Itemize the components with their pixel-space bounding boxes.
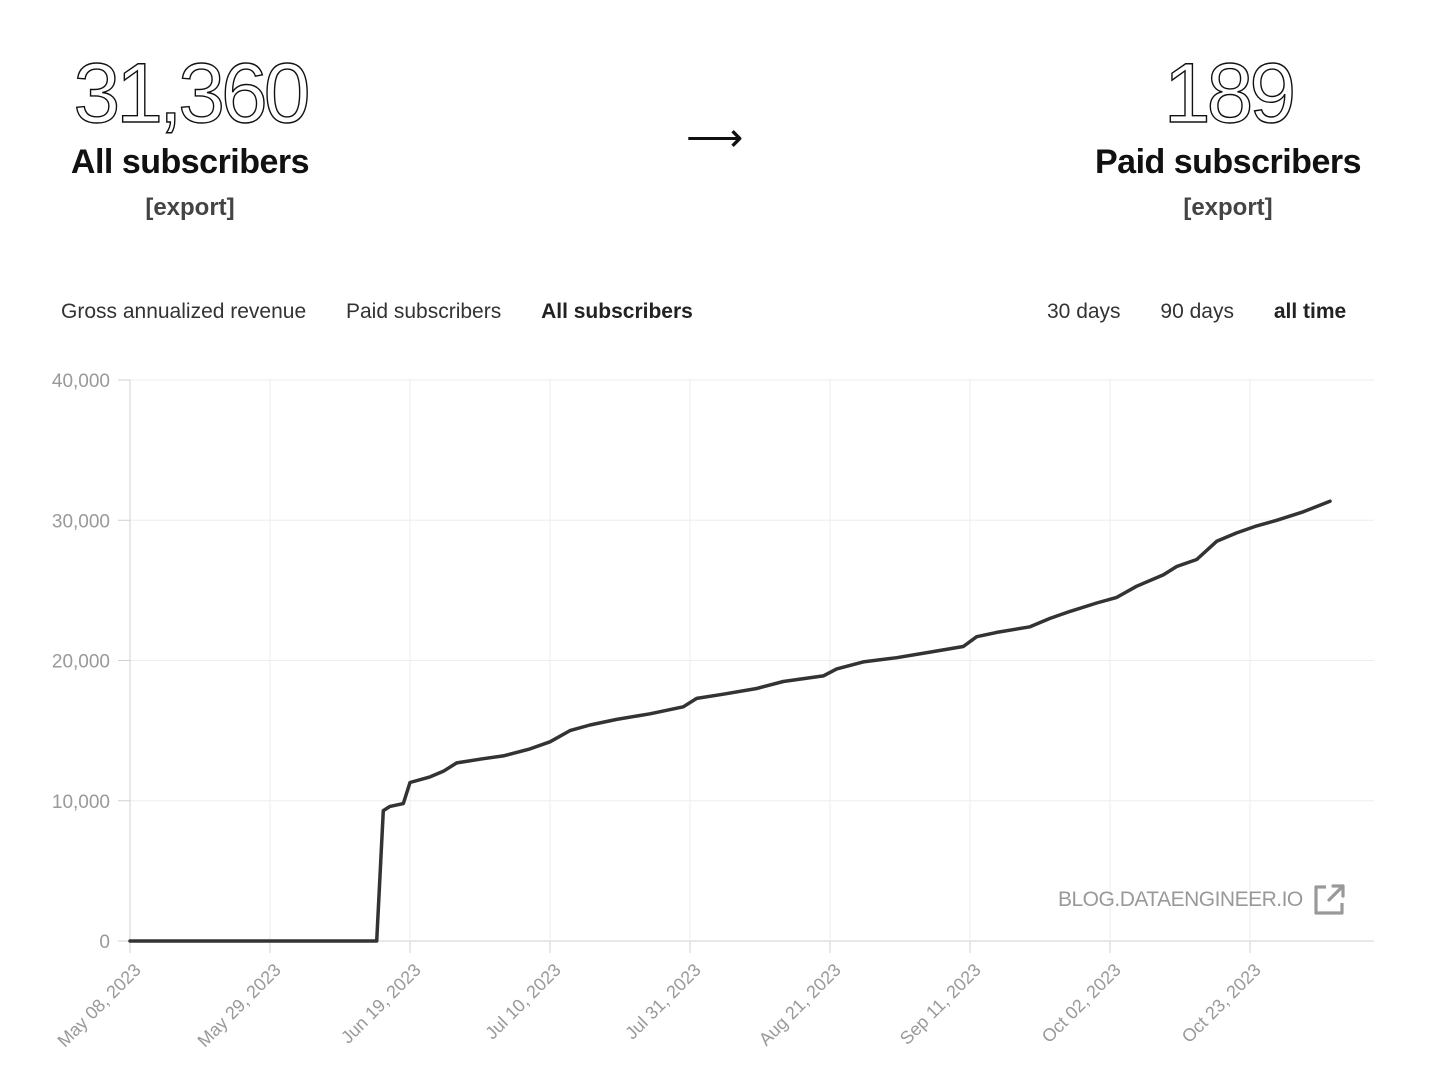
all-subscribers-series-line bbox=[128, 499, 1332, 943]
metric-tabs: Gross annualized revenue Paid subscriber… bbox=[61, 300, 727, 324]
subscribers-line-chart: 0 10,000 20,000 30,000 40,000 May 08, 2023 May… bbox=[52, 371, 1374, 1051]
x-tick-label: Jun 19, 2023 bbox=[337, 960, 425, 1048]
tab-30-days[interactable]: 30 days bbox=[1047, 300, 1121, 323]
y-tick-label: 0 bbox=[99, 932, 110, 953]
watermark-text: BLOG.DATAENGINEER.IO bbox=[1058, 888, 1303, 911]
x-tick-label: Jul 10, 2023 bbox=[481, 960, 564, 1043]
tab-paid-subscribers[interactable]: Paid subscribers bbox=[346, 300, 502, 323]
x-tick-label: May 29, 2023 bbox=[194, 960, 285, 1051]
y-tick-label: 10,000 bbox=[52, 792, 110, 813]
all-subscribers-export-link[interactable]: [export] bbox=[145, 194, 235, 221]
x-tick-label: Oct 02, 2023 bbox=[1038, 960, 1125, 1047]
all-subscribers-count: 31,360 bbox=[73, 46, 311, 140]
all-subscribers-stat: 31,360 All subscribers [export] bbox=[40, 46, 340, 222]
external-link-icon bbox=[1314, 884, 1345, 915]
paid-subscribers-count: 189 bbox=[1163, 46, 1297, 140]
watermark[interactable]: BLOG.DATAENGINEER.IO bbox=[1058, 882, 1347, 918]
x-tick-label: Oct 23, 2023 bbox=[1178, 960, 1265, 1047]
x-tick-label: Aug 21, 2023 bbox=[755, 960, 845, 1050]
x-tick-label: Sep 11, 2023 bbox=[896, 960, 985, 1049]
x-tick-label: Jul 31, 2023 bbox=[621, 960, 704, 1043]
tab-90-days[interactable]: 90 days bbox=[1160, 300, 1234, 323]
tab-all-time[interactable]: all time bbox=[1273, 300, 1347, 323]
paid-subscribers-label: Paid subscribers bbox=[1094, 143, 1362, 181]
arrow-right-icon: ⟶ bbox=[686, 116, 744, 160]
tab-gross-annualized-revenue[interactable]: Gross annualized revenue bbox=[61, 300, 307, 323]
tab-all-subscribers[interactable]: All subscribers bbox=[541, 300, 693, 323]
x-tick-label: May 08, 2023 bbox=[54, 960, 145, 1051]
y-tick-label: 20,000 bbox=[52, 652, 110, 673]
all-subscribers-label: All subscribers bbox=[70, 143, 310, 181]
paid-subscribers-export-link[interactable]: [export] bbox=[1183, 194, 1273, 221]
range-tabs: 30 days 90 days all time bbox=[1047, 300, 1346, 324]
y-tick-label: 40,000 bbox=[52, 371, 110, 392]
y-tick-label: 30,000 bbox=[52, 511, 110, 532]
paid-subscribers-stat: 189 Paid subscribers [export] bbox=[1078, 46, 1378, 222]
